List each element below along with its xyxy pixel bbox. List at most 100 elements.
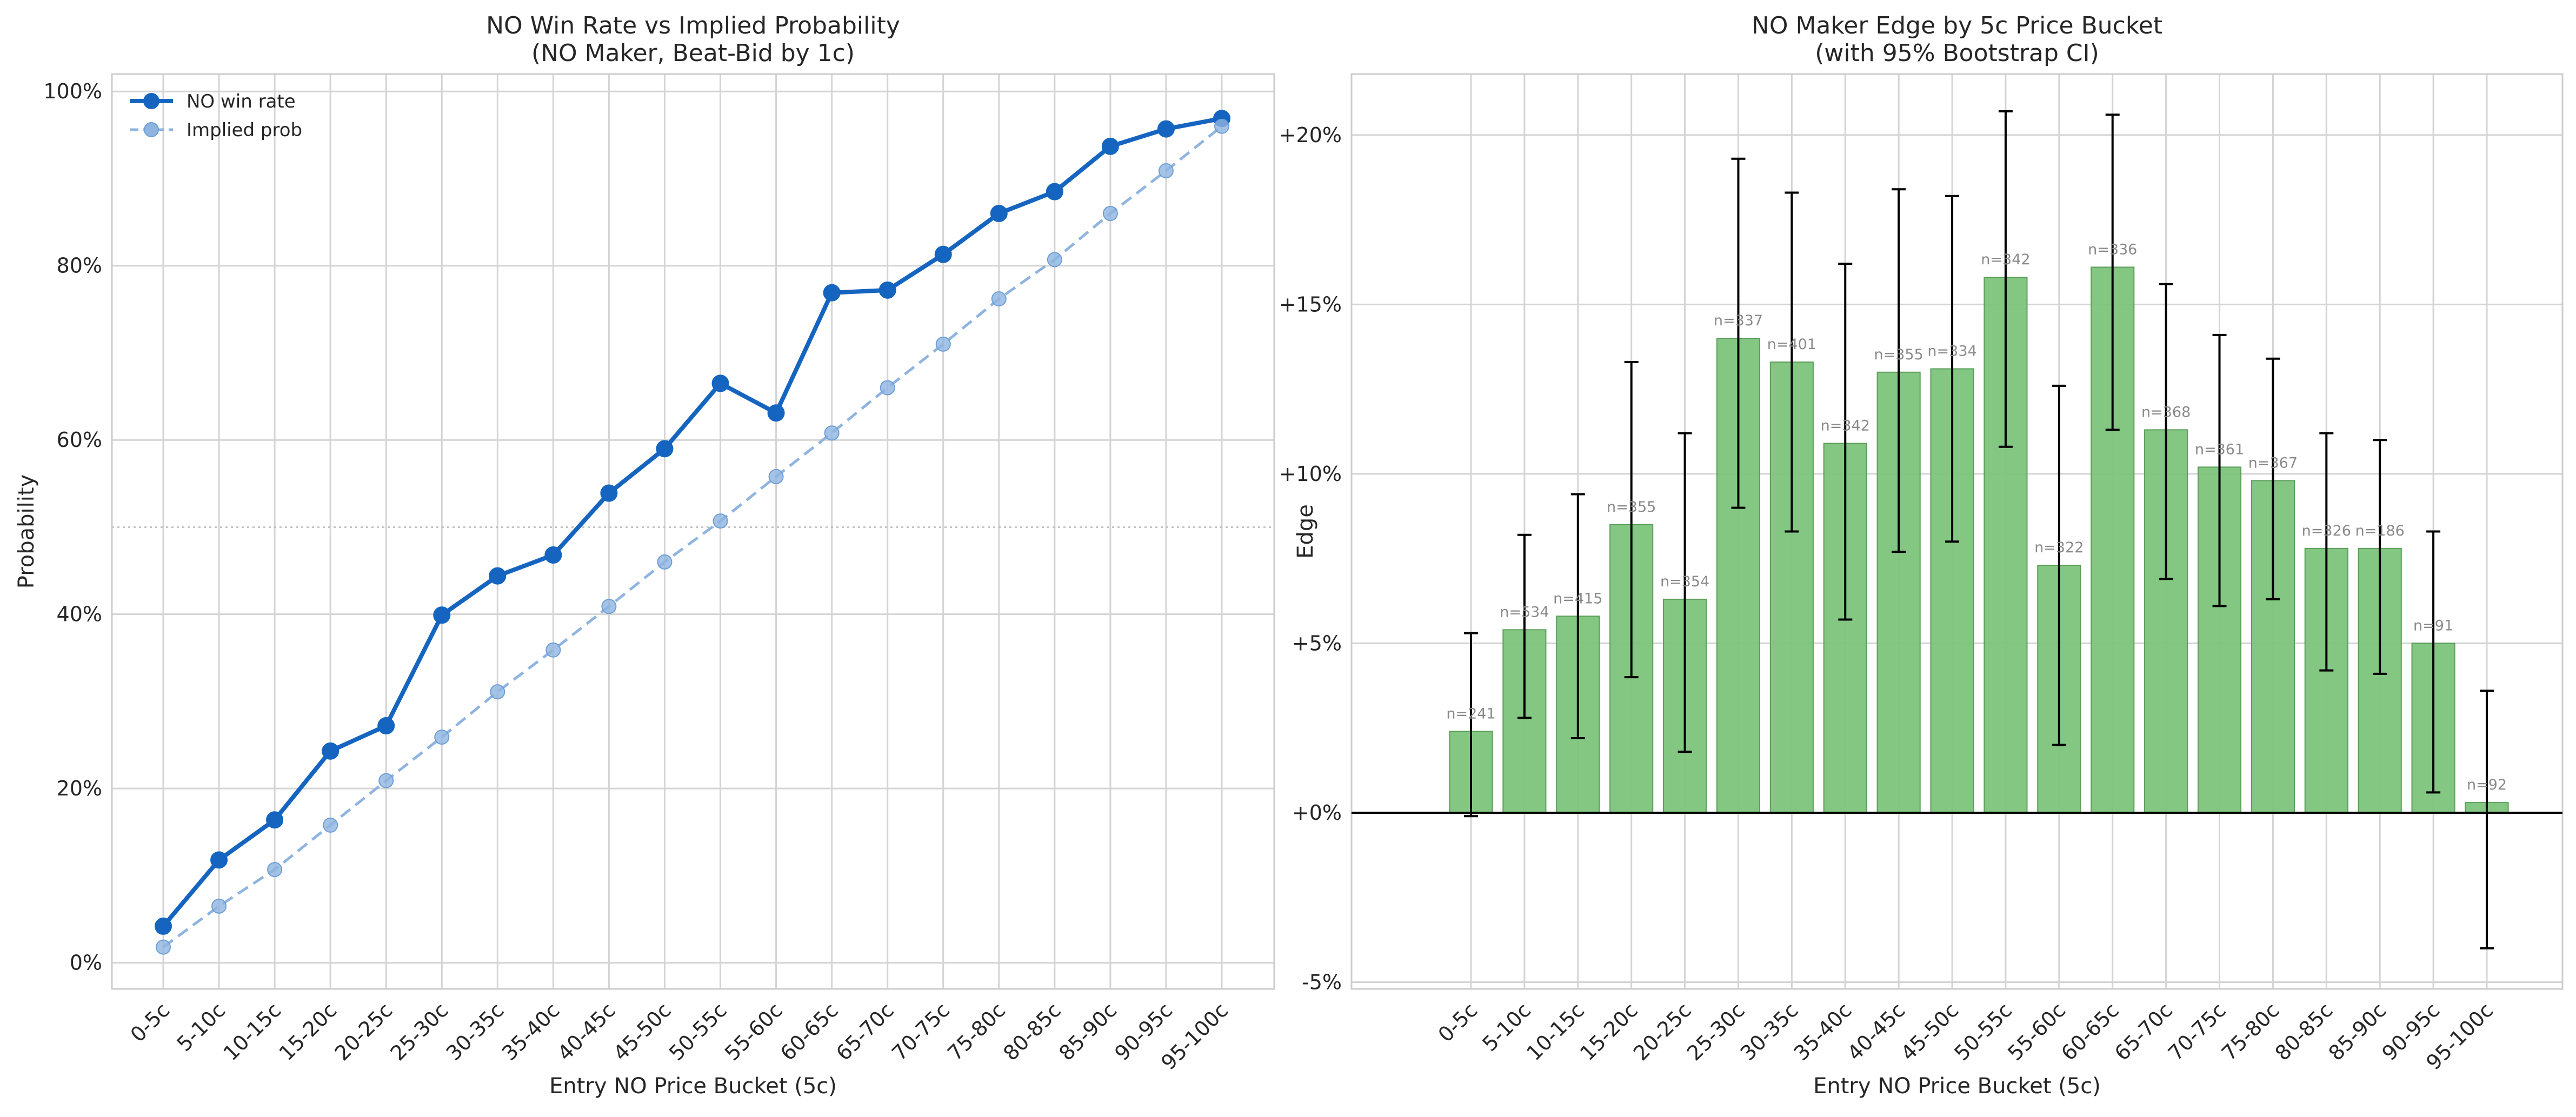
series-line-implied-prob bbox=[162, 125, 1223, 948]
y-tick-label: +0% bbox=[1292, 801, 1342, 825]
data-point-no-win-rate bbox=[990, 204, 1008, 222]
y-tick-label: +20% bbox=[1279, 123, 1342, 147]
x-tick-label: 15-20c bbox=[275, 998, 342, 1065]
sample-size-label: n=367 bbox=[2248, 454, 2298, 471]
data-point-implied-prob bbox=[1214, 118, 1229, 134]
sample-size-label: n=534 bbox=[1500, 604, 1549, 620]
x-tick-label: 85-90c bbox=[2324, 998, 2391, 1065]
data-point-implied-prob bbox=[657, 554, 673, 570]
data-point-no-win-rate bbox=[210, 851, 228, 869]
y-tick-label: -5% bbox=[1302, 970, 1342, 994]
data-point-implied-prob bbox=[768, 469, 784, 484]
x-tick-label: 70-75c bbox=[887, 998, 954, 1065]
data-point-no-win-rate bbox=[878, 281, 896, 299]
y-tick-label: +10% bbox=[1279, 462, 1342, 486]
x-axis-label: Entry NO Price Bucket (5c) bbox=[1813, 1074, 2101, 1099]
x-tick-label: 0-5c bbox=[1434, 998, 1482, 1047]
x-tick-label: 25-30c bbox=[386, 998, 453, 1065]
x-tick-label: 30-35c bbox=[1736, 998, 1803, 1065]
x-tick-label: 55-60c bbox=[720, 998, 787, 1065]
sample-size-label: n=91 bbox=[2413, 617, 2453, 634]
x-tick-label: 55-60c bbox=[2003, 998, 2070, 1065]
sample-size-label: n=342 bbox=[1981, 251, 2030, 268]
x-tick-label: 80-85c bbox=[2271, 998, 2338, 1065]
data-point-no-win-rate bbox=[322, 742, 340, 760]
data-point-no-win-rate bbox=[823, 284, 841, 302]
sample-size-label: n=334 bbox=[1927, 343, 1976, 360]
data-point-implied-prob bbox=[490, 684, 505, 700]
y-tick-label: 0% bbox=[70, 951, 102, 975]
sample-size-label: n=354 bbox=[1660, 573, 1709, 590]
data-point-no-win-rate bbox=[934, 245, 952, 263]
sample-size-label: n=322 bbox=[2034, 539, 2084, 556]
legend-label-implied-prob: Implied prob bbox=[187, 119, 302, 141]
x-tick-label: 75-80c bbox=[2217, 998, 2284, 1065]
x-tick-label: 80-85c bbox=[999, 998, 1066, 1065]
data-point-no-win-rate bbox=[155, 917, 172, 935]
x-tick-label: 75-80c bbox=[943, 998, 1010, 1065]
sample-size-label: n=241 bbox=[1446, 705, 1495, 722]
legend-marker-no-win-rate bbox=[143, 93, 159, 109]
x-tick-label: 45-50c bbox=[609, 998, 676, 1065]
x-tick-label: 30-35c bbox=[442, 998, 509, 1065]
data-point-no-win-rate bbox=[1046, 183, 1063, 200]
sample-size-label: n=368 bbox=[2141, 404, 2191, 420]
chart-title: NO Win Rate vs Implied Probability bbox=[486, 12, 900, 39]
y-axis-label: Probability bbox=[14, 474, 39, 588]
data-point-implied-prob bbox=[156, 939, 171, 955]
sample-size-label: n=186 bbox=[2355, 523, 2405, 539]
x-tick-label: 45-50c bbox=[1896, 998, 1963, 1065]
data-point-implied-prob bbox=[1047, 252, 1062, 267]
sample-size-label: n=355 bbox=[1607, 499, 1656, 516]
x-tick-label: 20-25c bbox=[1629, 998, 1696, 1065]
data-point-implied-prob bbox=[378, 773, 394, 788]
data-point-no-win-rate bbox=[489, 567, 507, 585]
data-point-no-win-rate bbox=[711, 374, 729, 392]
data-point-no-win-rate bbox=[767, 404, 785, 422]
data-point-no-win-rate bbox=[1101, 137, 1119, 155]
sample-size-label: n=415 bbox=[1553, 590, 1602, 607]
y-tick-label: 80% bbox=[57, 254, 102, 278]
sample-size-label: n=361 bbox=[2195, 441, 2244, 458]
win-rate-chart: 0%20%40%60%80%100%0-5c5-10c10-15c15-20c2… bbox=[14, 12, 1275, 1099]
x-tick-label: 50-55c bbox=[1949, 998, 2016, 1065]
y-tick-label: +15% bbox=[1279, 292, 1342, 316]
x-tick-label: 20-25c bbox=[330, 998, 397, 1065]
data-point-implied-prob bbox=[713, 513, 728, 529]
y-axis-label: Edge bbox=[1293, 504, 1318, 559]
chart-subtitle: (NO Maker, Beat-Bid by 1c) bbox=[531, 39, 855, 67]
plot-frame bbox=[111, 73, 1275, 990]
series-line-no-win-rate bbox=[161, 116, 1222, 928]
data-point-no-win-rate bbox=[266, 811, 284, 829]
sample-size-label: n=342 bbox=[1821, 417, 1870, 434]
data-point-implied-prob bbox=[880, 380, 895, 396]
data-point-implied-prob bbox=[601, 599, 617, 614]
data-point-implied-prob bbox=[323, 817, 338, 833]
x-tick-label: 60-65c bbox=[2056, 998, 2124, 1065]
x-tick-label: 85-90c bbox=[1054, 998, 1121, 1065]
y-tick-label: 20% bbox=[57, 777, 102, 800]
x-tick-label: 10-15c bbox=[219, 998, 286, 1065]
data-point-implied-prob bbox=[545, 642, 561, 658]
data-point-implied-prob bbox=[935, 336, 951, 352]
x-tick-label: 10-15c bbox=[1522, 998, 1589, 1065]
x-tick-label: 70-75c bbox=[2164, 998, 2231, 1065]
y-tick-label: 100% bbox=[43, 79, 102, 103]
data-point-no-win-rate bbox=[656, 440, 674, 458]
data-point-implied-prob bbox=[434, 730, 450, 745]
sample-size-label: n=355 bbox=[1874, 346, 1923, 363]
data-point-implied-prob bbox=[824, 425, 840, 441]
sample-size-label: n=401 bbox=[1767, 336, 1816, 353]
sample-size-label: n=92 bbox=[2467, 777, 2507, 793]
sample-size-label: n=337 bbox=[1714, 312, 1763, 329]
x-tick-label: 25-30c bbox=[1682, 998, 1749, 1065]
data-point-implied-prob bbox=[991, 291, 1007, 306]
x-tick-label: 50-55c bbox=[664, 998, 731, 1065]
x-tick-label: 65-70c bbox=[2110, 998, 2177, 1065]
chart-title: NO Maker Edge by 5c Price Bucket bbox=[1752, 12, 2162, 39]
x-tick-label: 40-45c bbox=[553, 998, 620, 1065]
data-point-no-win-rate bbox=[377, 717, 395, 735]
sample-size-label: n=326 bbox=[2302, 523, 2351, 539]
